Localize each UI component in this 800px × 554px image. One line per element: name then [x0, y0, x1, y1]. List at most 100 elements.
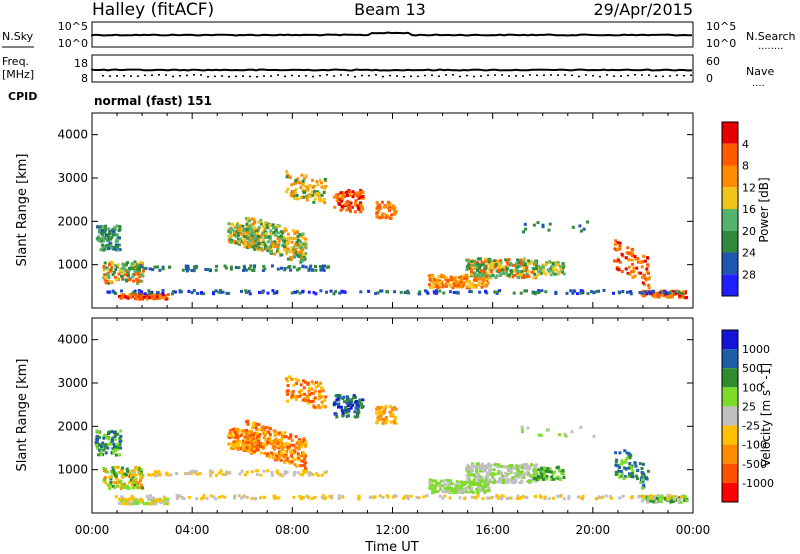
range-cell — [616, 241, 620, 245]
range-cell — [545, 477, 549, 481]
range-cell — [467, 477, 471, 481]
range-cell — [113, 437, 117, 441]
range-cell — [532, 223, 536, 227]
colorbar-tick: 16 — [742, 203, 756, 216]
range-cell — [169, 473, 173, 477]
range-cell — [515, 269, 519, 273]
range-cell — [441, 484, 444, 488]
range-cell — [194, 266, 198, 269]
range-cell — [436, 286, 440, 290]
colorbar-tick: 500 — [742, 362, 763, 375]
range-cell — [442, 291, 446, 295]
range-cell — [505, 477, 509, 481]
range-cell — [148, 291, 152, 295]
range-cell — [105, 434, 109, 438]
range-cell — [438, 289, 442, 293]
range-cell — [217, 471, 221, 475]
range-cell — [348, 206, 352, 210]
range-cell — [434, 283, 438, 287]
range-cell — [625, 451, 629, 455]
range-cell — [290, 377, 294, 381]
range-cell — [482, 480, 486, 484]
range-cell — [282, 242, 286, 246]
range-cell — [243, 435, 247, 439]
range-cell — [466, 470, 470, 474]
range-cell — [161, 289, 165, 292]
range-cell — [450, 278, 454, 282]
range-cell — [113, 275, 117, 279]
range-cell — [455, 290, 459, 294]
range-cell — [233, 435, 237, 439]
range-cell — [268, 245, 272, 249]
range-cell — [247, 449, 251, 452]
range-cell — [192, 269, 196, 273]
range-cell — [263, 451, 267, 455]
range-cell — [239, 232, 243, 236]
range-cell — [355, 194, 359, 198]
range-cell — [257, 423, 261, 427]
range-cell — [630, 254, 634, 258]
range-cell — [630, 258, 634, 262]
range-cell — [547, 228, 551, 232]
range-cell — [102, 469, 106, 472]
range-cell — [389, 420, 393, 424]
range-cell — [123, 268, 127, 272]
range-cell — [300, 496, 304, 500]
range-cell — [522, 476, 526, 479]
range-cell — [580, 496, 584, 500]
range-cell — [651, 292, 655, 296]
range-cell — [455, 275, 459, 279]
range-cell — [612, 291, 615, 295]
range-cell — [107, 437, 110, 441]
range-cell — [535, 264, 539, 268]
range-cell — [524, 495, 528, 499]
range-cell — [677, 501, 681, 504]
range-cell — [155, 474, 159, 478]
range-cell — [614, 470, 618, 474]
range-cell — [465, 284, 469, 288]
range-cell — [273, 429, 277, 433]
range-cell — [147, 289, 151, 293]
range-cell — [646, 256, 649, 260]
range-cell — [466, 259, 470, 263]
range-cell — [147, 294, 151, 298]
range-cell — [502, 475, 506, 479]
range-cell — [123, 486, 127, 490]
cpid-label: CPID — [8, 90, 37, 103]
range-cell — [111, 262, 115, 266]
range-cell — [453, 483, 457, 487]
range-cell — [307, 471, 311, 475]
range-cell — [130, 497, 134, 501]
range-cell — [290, 240, 294, 244]
range-cell — [343, 290, 347, 294]
range-cell — [670, 289, 674, 293]
range-cell — [113, 473, 117, 477]
range-cell — [634, 464, 638, 468]
range-cell — [238, 446, 242, 450]
range-cell — [157, 499, 161, 502]
range-cell — [147, 473, 150, 477]
range-cell — [250, 470, 254, 474]
range-cell — [245, 431, 248, 435]
range-cell — [259, 218, 263, 222]
range-cell — [409, 494, 413, 498]
range-cell — [302, 454, 306, 457]
range-cell — [196, 292, 199, 295]
range-cell — [315, 381, 318, 384]
range-cell — [205, 496, 209, 500]
range-cell — [303, 177, 306, 181]
range-cell — [245, 268, 249, 272]
range-cell — [162, 293, 165, 297]
range-cell — [556, 475, 560, 479]
range-cell — [337, 405, 340, 409]
power-xticks — [91, 113, 694, 308]
range-cell — [487, 489, 491, 493]
range-cell — [227, 227, 231, 231]
y-tick-label: 2000 — [57, 214, 88, 228]
range-cell — [529, 474, 533, 478]
range-cell — [552, 268, 555, 272]
range-cell — [304, 237, 308, 241]
range-cell — [475, 468, 478, 472]
range-cell — [322, 197, 326, 201]
